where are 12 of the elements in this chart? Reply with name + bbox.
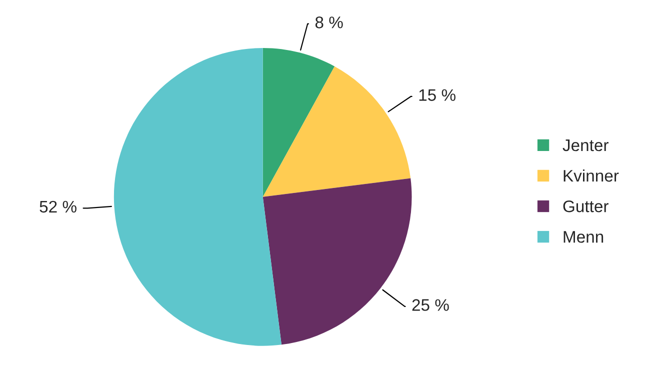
legend-label: Gutter	[563, 200, 608, 212]
data-label: 52 %	[40, 200, 76, 213]
data-label: 8 %	[315, 16, 343, 28]
data-label: 25 %	[412, 299, 449, 311]
pie-slice	[262, 48, 335, 197]
legend-label: Jenter	[562, 140, 608, 152]
pie-slice	[114, 48, 282, 346]
data-label: 15 %	[419, 89, 456, 101]
pie-slice	[262, 66, 411, 197]
legend-label: Menn	[564, 231, 604, 243]
legend-label: Kvinner	[564, 169, 619, 182]
pie-slice	[262, 178, 412, 345]
